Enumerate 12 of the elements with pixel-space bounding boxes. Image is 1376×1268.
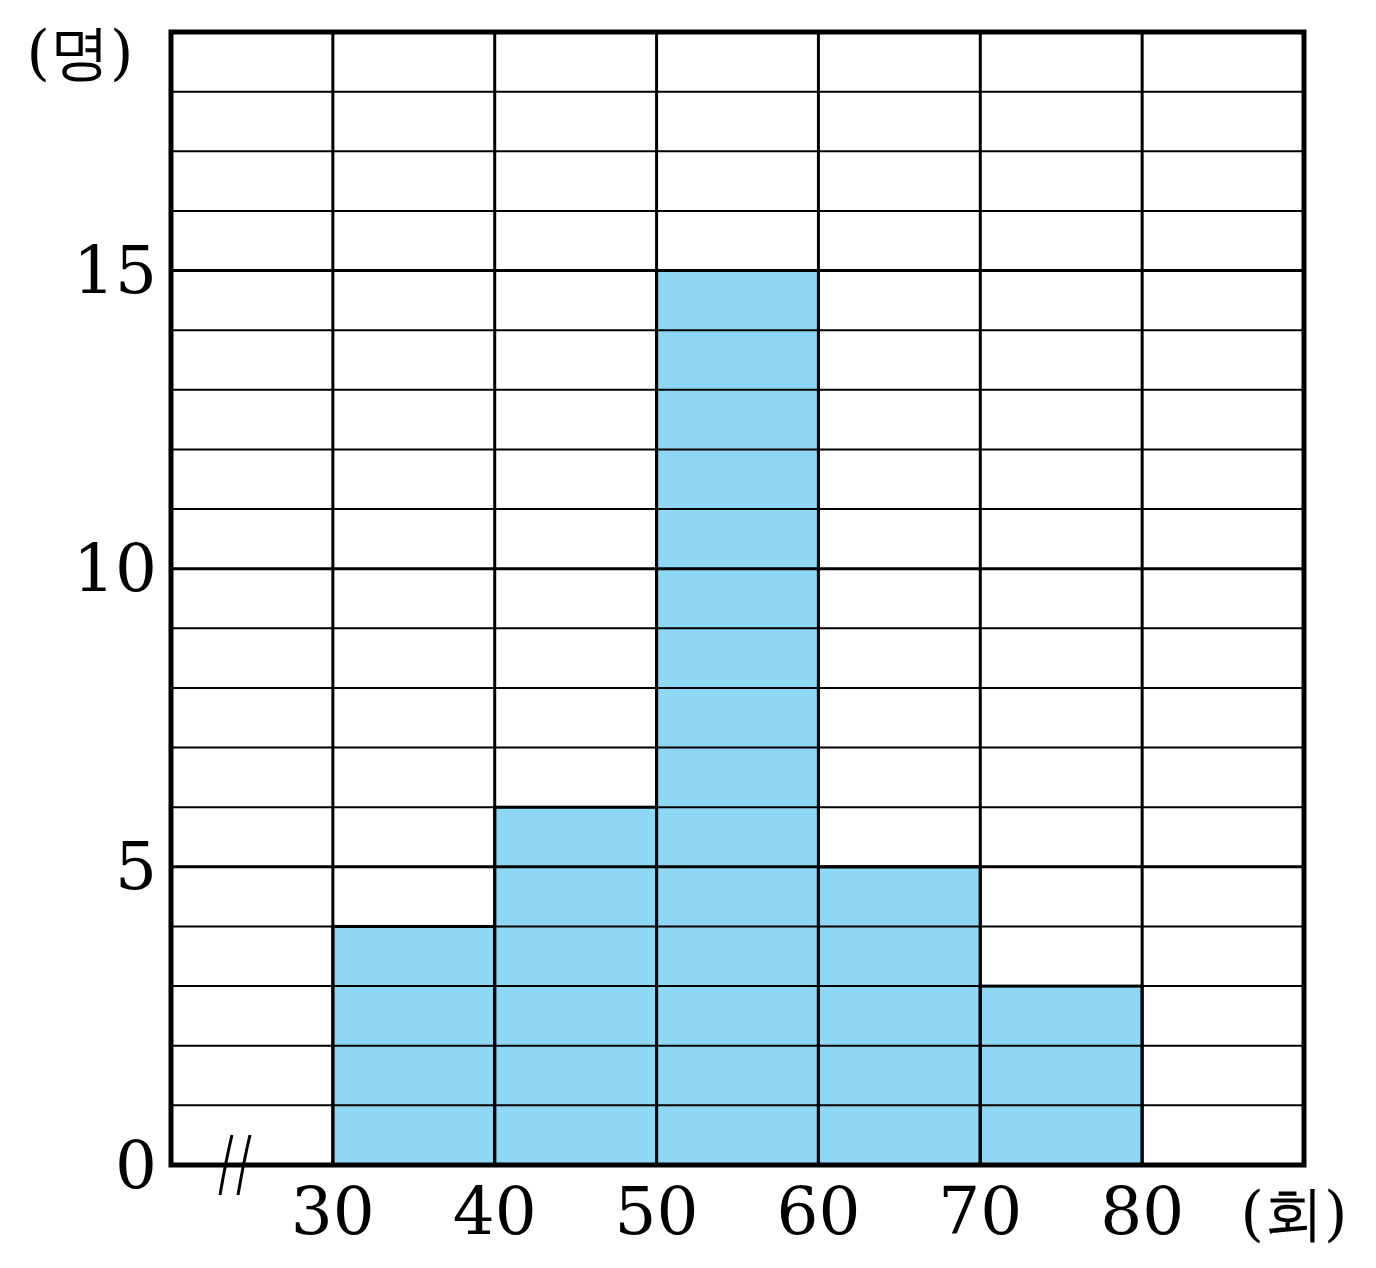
- y-tick-label: 0: [115, 1126, 157, 1204]
- y-tick-label: 5: [115, 828, 157, 906]
- x-tick-label: 50: [614, 1172, 699, 1250]
- x-tick-label: 60: [776, 1172, 861, 1250]
- x-tick-label: 80: [1100, 1172, 1185, 1250]
- x-tick-label: 30: [290, 1172, 375, 1250]
- x-tick-label: 40: [452, 1172, 537, 1250]
- y-axis-title: (명): [26, 17, 134, 87]
- x-axis-title: (회): [1240, 1178, 1348, 1248]
- y-tick-label: 15: [73, 232, 157, 310]
- x-tick-label: 70: [938, 1172, 1023, 1250]
- y-tick-label: 10: [73, 530, 157, 608]
